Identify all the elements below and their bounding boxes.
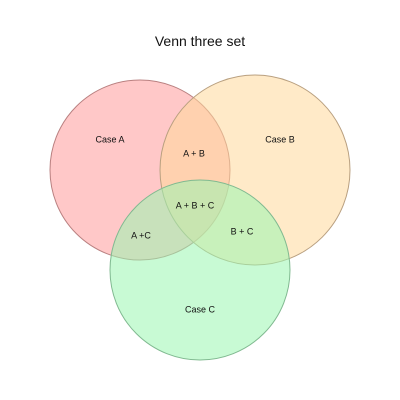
- set-b-label: Case B: [265, 134, 295, 144]
- intersection-abc-label: A + B + C: [176, 200, 215, 210]
- intersection-bc-label: B + C: [231, 226, 254, 236]
- set-a-label: Case A: [95, 134, 124, 144]
- intersection-ac-label: A +C: [131, 230, 151, 240]
- set-c-label: Case C: [185, 304, 216, 314]
- diagram-title: Venn three set: [154, 33, 246, 49]
- intersection-ab-label: A + B: [183, 148, 205, 158]
- set-c-circle: [109, 179, 291, 361]
